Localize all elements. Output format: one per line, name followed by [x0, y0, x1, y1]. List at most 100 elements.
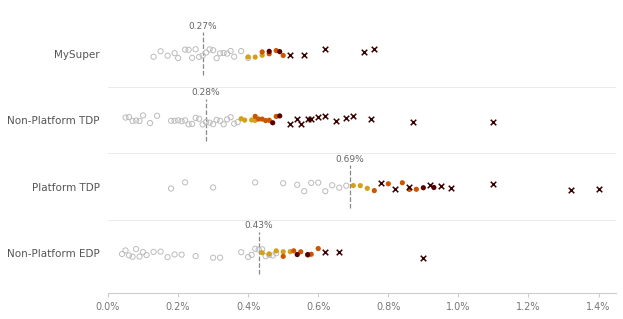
Point	[296, 249, 306, 254]
Point	[197, 53, 207, 58]
Point	[191, 47, 201, 52]
Point	[219, 50, 229, 56]
Point	[331, 118, 341, 123]
Point	[257, 49, 267, 55]
Point	[201, 119, 211, 124]
Point	[173, 118, 183, 123]
Point	[226, 48, 235, 54]
Point	[254, 116, 264, 122]
Point	[348, 114, 358, 119]
Point	[124, 253, 134, 258]
Point	[149, 54, 159, 59]
Point	[488, 182, 498, 187]
Point	[285, 53, 295, 58]
Point	[156, 249, 166, 254]
Point	[208, 122, 218, 127]
Point	[335, 249, 345, 255]
Point	[320, 249, 330, 255]
Point	[391, 187, 401, 192]
Point	[176, 119, 186, 124]
Text: 0.69%: 0.69%	[335, 155, 364, 164]
Point	[404, 185, 414, 190]
Point	[271, 48, 281, 53]
Point	[299, 53, 309, 58]
Point	[163, 53, 173, 58]
Point	[236, 250, 246, 255]
Point	[296, 122, 306, 127]
Point	[180, 180, 190, 185]
Point	[138, 249, 148, 255]
Point	[250, 55, 260, 60]
Point	[404, 187, 414, 192]
Point	[447, 186, 457, 191]
Point	[303, 116, 313, 121]
Point	[264, 251, 274, 256]
Point	[222, 117, 232, 122]
Point	[366, 116, 376, 122]
Point	[215, 255, 225, 260]
Point	[355, 183, 365, 188]
Point	[121, 115, 131, 120]
Point	[128, 118, 138, 123]
Point	[247, 117, 257, 122]
Point	[292, 182, 302, 187]
Point	[232, 120, 242, 125]
Point	[320, 47, 330, 52]
Point	[243, 255, 253, 260]
Point	[145, 121, 155, 126]
Point	[208, 48, 218, 53]
Point	[250, 114, 260, 119]
Point	[212, 117, 222, 122]
Point	[257, 116, 267, 122]
Point	[320, 113, 330, 118]
Point	[264, 252, 274, 257]
Point	[363, 186, 373, 191]
Point	[341, 116, 351, 121]
Point	[341, 183, 351, 188]
Point	[222, 51, 232, 56]
Point	[288, 248, 298, 253]
Point	[313, 246, 323, 251]
Point	[260, 118, 270, 123]
Point	[303, 252, 313, 257]
Point	[313, 180, 323, 185]
Point	[201, 50, 211, 55]
Point	[488, 119, 498, 124]
Point	[359, 50, 369, 55]
Point	[194, 116, 204, 121]
Point	[429, 185, 439, 190]
Point	[260, 254, 270, 259]
Point	[278, 254, 288, 259]
Point	[257, 250, 267, 255]
Point	[204, 47, 214, 52]
Point	[180, 118, 190, 123]
Point	[299, 189, 309, 194]
Point	[191, 115, 201, 121]
Point	[271, 114, 281, 119]
Text: 0.27%: 0.27%	[188, 22, 217, 31]
Point	[184, 122, 194, 127]
Point	[149, 249, 159, 255]
Point	[215, 51, 225, 56]
Point	[229, 121, 239, 126]
Point	[208, 185, 218, 190]
Point	[131, 247, 141, 252]
Point	[212, 56, 222, 61]
Point	[307, 180, 316, 185]
Point	[408, 119, 418, 124]
Point	[117, 251, 127, 256]
Point	[278, 53, 288, 58]
Point	[187, 55, 197, 60]
Point	[166, 186, 176, 191]
Point	[247, 252, 257, 257]
Point	[278, 249, 288, 254]
Point	[307, 252, 316, 257]
Point	[566, 188, 576, 193]
Point	[348, 183, 358, 188]
Point	[243, 56, 253, 61]
Point	[131, 118, 141, 123]
Point	[176, 252, 186, 257]
Point	[124, 115, 134, 120]
Point	[268, 120, 278, 125]
Point	[156, 49, 166, 54]
